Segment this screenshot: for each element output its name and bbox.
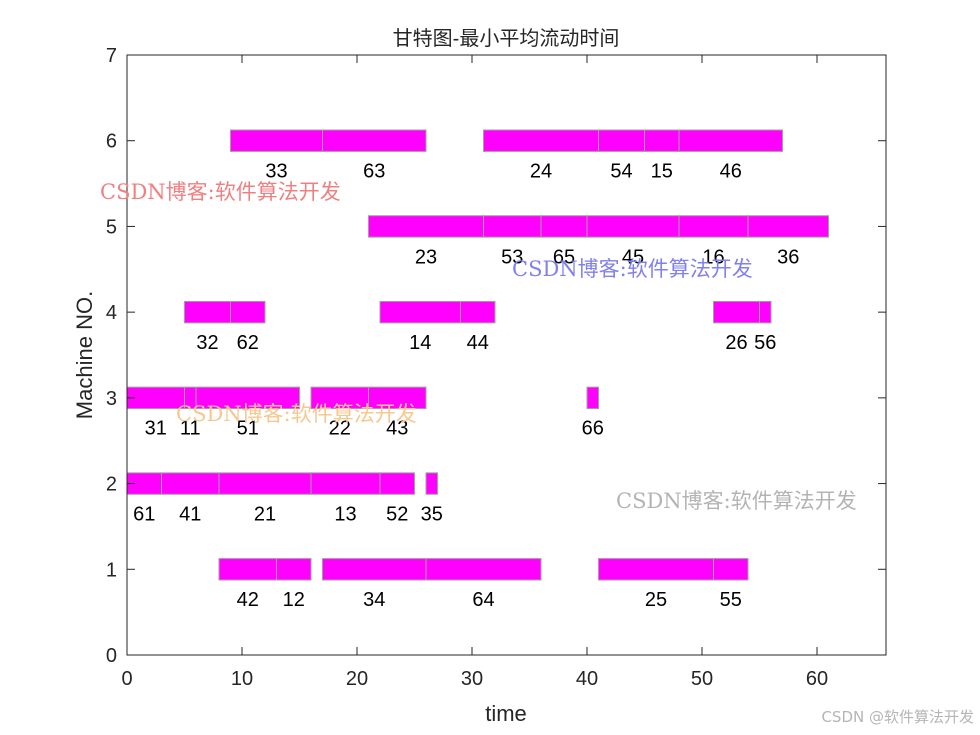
task-bar [678,215,749,238]
task-label: 53 [501,246,523,268]
task-label: 23 [415,246,437,268]
y-tick-label: 4 [106,302,117,324]
task-label: 36 [777,246,799,268]
task-bar [379,472,415,495]
x-axis-label: time [485,701,527,726]
task-label: 14 [409,332,431,354]
y-tick-label: 5 [106,216,117,238]
task-label: 56 [754,332,776,354]
csdn-credit: CSDN @软件算法开发 [821,708,974,726]
x-tick-label: 60 [806,668,828,690]
watermark: CSDN博客:软件算法开发 [512,257,753,281]
x-tick-label: 0 [121,668,132,690]
task-bar [483,129,599,152]
task-bar [598,558,714,581]
task-label: 31 [145,418,167,440]
task-label: 22 [329,418,351,440]
task-label: 55 [720,589,742,611]
task-label: 52 [386,503,408,525]
task-bar [218,472,312,495]
task-label: 44 [467,332,489,354]
watermark: CSDN博客:软件算法开发 [616,489,857,513]
task-label: 12 [283,589,305,611]
y-axis-label: Machine NO. [72,291,97,419]
task-bar [425,558,542,581]
y-tick-label: 0 [106,645,117,667]
x-tick-label: 20 [346,668,368,690]
task-bar [483,215,542,238]
watermark: CSDN博客:软件算法开发 [100,180,341,204]
task-bar [276,558,312,581]
axes-box [126,54,887,656]
chart-title: 甘特图-最小平均流动时间 [393,27,620,50]
task-label: 21 [254,503,276,525]
task-label: 65 [553,246,575,268]
task-label: 32 [196,332,218,354]
task-bar [598,129,645,152]
task-label: 13 [334,503,356,525]
task-label: 42 [237,589,259,611]
task-bar [713,558,749,581]
task-bar [310,472,381,495]
task-label: 46 [720,161,742,183]
task-bar [322,558,427,581]
task-label: 16 [702,246,724,268]
task-bar [184,300,231,324]
x-tick-label: 10 [231,668,253,690]
task-label: 62 [237,332,259,354]
task-bar [322,129,427,152]
task-label: 63 [363,161,385,183]
task-label: 66 [582,418,604,440]
y-tick-label: 7 [106,45,117,67]
watermark: CSDN博客:软件算法开发 [176,402,417,426]
task-label: 61 [133,503,155,525]
watermarks: CSDN博客:软件算法开发 CSDN博客:软件算法开发 CSDN博客:软件算法开… [100,180,857,513]
task-label: 64 [472,589,494,611]
y-tick-label: 2 [106,474,117,496]
plot-area [127,55,886,655]
task-bar [368,215,484,238]
task-bar [230,300,266,324]
task-label: 24 [530,161,552,183]
task-bar [759,300,772,324]
task-label: 25 [645,589,667,611]
y-tick-label: 1 [106,559,117,581]
task-bar [678,129,783,152]
task-labels: 33 63 24 54 15 46 23 53 65 45 16 36 32 62 14 44 26 56 31 11… [133,161,799,612]
task-bar [644,129,680,152]
task-bar [368,386,427,410]
task-bar [425,472,438,495]
task-bar [540,215,588,238]
task-bar [379,300,461,324]
task-label: 54 [610,161,632,183]
task-bar [713,300,760,324]
task-label: 35 [421,503,443,525]
y-tick-label: 3 [106,388,117,410]
task-bar [586,215,680,238]
task-bar [460,300,496,324]
x-tick-label: 40 [576,668,598,690]
x-tick-label: 50 [691,668,713,690]
task-label: 41 [179,503,201,525]
task-label: 26 [725,332,747,354]
task-bars [126,129,829,581]
x-tick-label: 30 [461,668,483,690]
task-label: 11 [180,418,201,440]
y-tick-label: 6 [106,131,117,153]
task-bar [747,215,829,238]
task-label: 15 [651,161,673,183]
task-label: 43 [386,418,408,440]
task-label: 34 [363,589,385,611]
task-bar [161,472,220,495]
task-label: 45 [622,246,644,268]
task-bar [195,386,300,410]
task-bar [218,558,277,581]
task-bar [230,129,323,152]
task-label: 51 [237,418,259,440]
task-label: 33 [265,161,287,183]
task-bar [586,386,599,410]
